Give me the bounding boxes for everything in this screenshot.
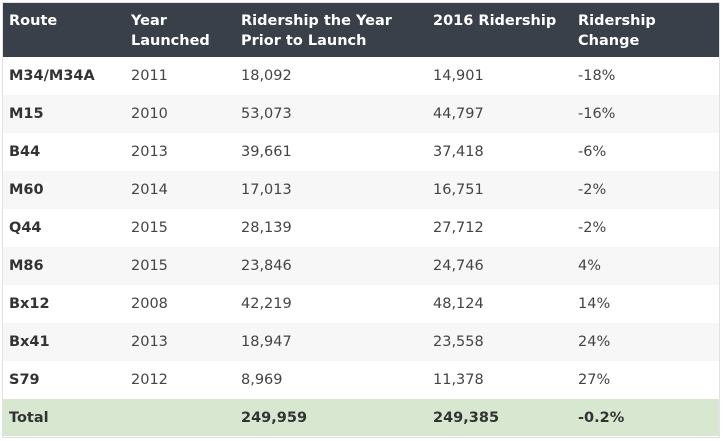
cell-prior: 39,661 bbox=[235, 133, 427, 171]
table-body: M34/M34A 2011 18,092 14,901 -18% M15 201… bbox=[3, 57, 719, 436]
cell-change: 14% bbox=[572, 285, 719, 323]
cell-2016: 23,558 bbox=[427, 323, 572, 361]
table-row: M86 2015 23,846 24,746 4% bbox=[3, 247, 719, 285]
cell-change: -2% bbox=[572, 209, 719, 247]
cell-change: 4% bbox=[572, 247, 719, 285]
cell-change: 24% bbox=[572, 323, 719, 361]
header-year-launched: Year Launched bbox=[125, 3, 235, 57]
cell-2016: 16,751 bbox=[427, 171, 572, 209]
ridership-table: Route Year Launched Ridership the Year P… bbox=[3, 3, 719, 436]
cell-change: 27% bbox=[572, 361, 719, 399]
cell-route: S79 bbox=[3, 361, 125, 399]
table-header: Route Year Launched Ridership the Year P… bbox=[3, 3, 719, 57]
cell-route: M15 bbox=[3, 95, 125, 133]
cell-2016: 11,378 bbox=[427, 361, 572, 399]
header-ridership-change: Ridership Change bbox=[572, 3, 719, 57]
cell-2016: 24,746 bbox=[427, 247, 572, 285]
cell-year: 2015 bbox=[125, 209, 235, 247]
cell-year: 2013 bbox=[125, 133, 235, 171]
header-route: Route bbox=[3, 3, 125, 57]
cell-change: -18% bbox=[572, 57, 719, 95]
cell-route: M34/M34A bbox=[3, 57, 125, 95]
cell-route: M86 bbox=[3, 247, 125, 285]
table-row: Bx41 2013 18,947 23,558 24% bbox=[3, 323, 719, 361]
cell-prior: 18,092 bbox=[235, 57, 427, 95]
header-prior-ridership: Ridership the Year Prior to Launch bbox=[235, 3, 427, 57]
table-row: S79 2012 8,969 11,378 27% bbox=[3, 361, 719, 399]
cell-prior: 42,219 bbox=[235, 285, 427, 323]
cell-prior: 53,073 bbox=[235, 95, 427, 133]
cell-year: 2011 bbox=[125, 57, 235, 95]
cell-change: -16% bbox=[572, 95, 719, 133]
cell-prior: 18,947 bbox=[235, 323, 427, 361]
total-2016: 249,385 bbox=[427, 399, 572, 436]
table-row: Bx12 2008 42,219 48,124 14% bbox=[3, 285, 719, 323]
total-change: -0.2% bbox=[572, 399, 719, 436]
cell-year: 2015 bbox=[125, 247, 235, 285]
cell-2016: 14,901 bbox=[427, 57, 572, 95]
cell-prior: 28,139 bbox=[235, 209, 427, 247]
table-row: M34/M34A 2011 18,092 14,901 -18% bbox=[3, 57, 719, 95]
header-2016-ridership: 2016 Ridership bbox=[427, 3, 572, 57]
cell-prior: 23,846 bbox=[235, 247, 427, 285]
cell-prior: 17,013 bbox=[235, 171, 427, 209]
cell-2016: 48,124 bbox=[427, 285, 572, 323]
cell-change: -6% bbox=[572, 133, 719, 171]
cell-2016: 37,418 bbox=[427, 133, 572, 171]
cell-2016: 27,712 bbox=[427, 209, 572, 247]
total-prior: 249,959 bbox=[235, 399, 427, 436]
table-row: Q44 2015 28,139 27,712 -2% bbox=[3, 209, 719, 247]
cell-year: 2014 bbox=[125, 171, 235, 209]
table-row: M15 2010 53,073 44,797 -16% bbox=[3, 95, 719, 133]
total-row: Total 249,959 249,385 -0.2% bbox=[3, 399, 719, 436]
cell-prior: 8,969 bbox=[235, 361, 427, 399]
cell-year: 2010 bbox=[125, 95, 235, 133]
cell-route: Q44 bbox=[3, 209, 125, 247]
cell-change: -2% bbox=[572, 171, 719, 209]
cell-year: 2012 bbox=[125, 361, 235, 399]
total-label: Total bbox=[3, 399, 125, 436]
table-row: B44 2013 39,661 37,418 -6% bbox=[3, 133, 719, 171]
table-row: M60 2014 17,013 16,751 -2% bbox=[3, 171, 719, 209]
cell-route: B44 bbox=[3, 133, 125, 171]
total-year bbox=[125, 399, 235, 436]
cell-route: Bx12 bbox=[3, 285, 125, 323]
header-row: Route Year Launched Ridership the Year P… bbox=[3, 3, 719, 57]
cell-year: 2008 bbox=[125, 285, 235, 323]
cell-year: 2013 bbox=[125, 323, 235, 361]
cell-route: M60 bbox=[3, 171, 125, 209]
cell-route: Bx41 bbox=[3, 323, 125, 361]
cell-2016: 44,797 bbox=[427, 95, 572, 133]
